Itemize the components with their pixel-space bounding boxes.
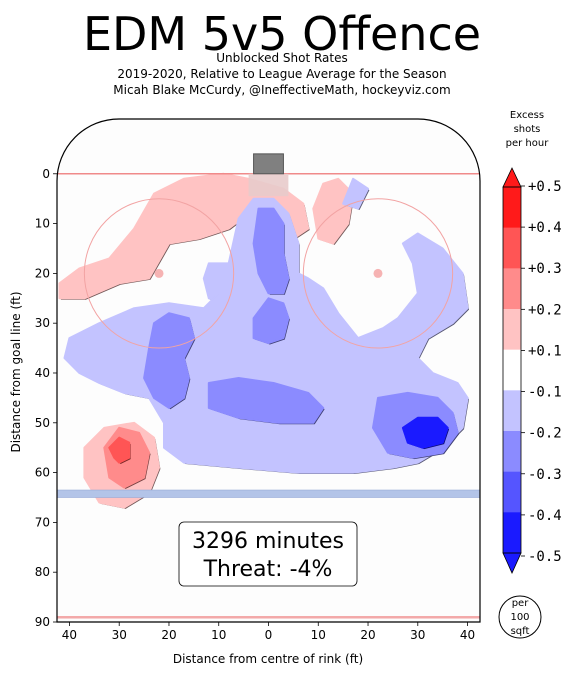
goal-net <box>253 153 284 175</box>
colorbar: Excess shots per hour +0.5+0.4+0.3+0.2+0… <box>498 110 562 639</box>
colorbar-tick-label-8: -0.4 <box>528 508 562 524</box>
shot-rate-regions <box>58 172 470 509</box>
region-8 <box>143 312 195 409</box>
colorbar-tick-label-5: -0.1 <box>528 385 562 401</box>
x-axis-ticks: 40 30 20 10 0 10 20 30 40 <box>62 622 475 642</box>
goal-crease <box>248 173 289 197</box>
colorbar-title-2: shots <box>514 124 541 135</box>
info-threat: Threat: -4% <box>203 557 333 582</box>
colorbar-band-6 <box>503 431 521 472</box>
colorbar-band-8 <box>503 512 521 554</box>
y-tick-label-9: 90 <box>35 615 50 629</box>
faceoff-circle-2 <box>302 198 454 349</box>
x-tick-label-7: 30 <box>410 628 425 642</box>
colorbar-band-2 <box>503 268 521 310</box>
unit-badge <box>498 595 542 639</box>
subtitle-line-1: Unblocked Shot Rates <box>216 51 347 65</box>
colorbar-tick-label-9: -0.5 <box>528 549 562 565</box>
subtitle-line-3: Micah Blake McCurdy, @IneffectiveMath, h… <box>113 83 450 97</box>
colorbar-band-7 <box>503 471 521 513</box>
x-tick-label-3: 10 <box>211 628 226 642</box>
center-line <box>57 616 480 619</box>
x-tick-label-1: 30 <box>112 628 127 642</box>
x-tick-label-5: 10 <box>311 628 326 642</box>
y-axis-ticks: 0 10 20 30 40 50 60 70 80 90 <box>35 167 57 629</box>
info-box: 3296 minutes Threat: -4% <box>178 521 358 587</box>
y-tick-label-4: 40 <box>35 366 50 380</box>
region-10 <box>252 297 290 345</box>
y-tick-label-3: 30 <box>35 316 50 330</box>
faceoff-dot-2 <box>373 268 383 278</box>
colorbar-tick-label-6: -0.2 <box>528 426 562 442</box>
faceoff-circle-1 <box>83 198 235 349</box>
x-tick-label-6: 20 <box>360 628 375 642</box>
rink-boards <box>56 118 481 623</box>
colorbar-bands <box>502 167 522 574</box>
colorbar-tick-label-4: +0.1 <box>528 343 562 359</box>
info-minutes: 3296 minutes <box>192 529 344 554</box>
y-tick-label-5: 50 <box>35 416 50 430</box>
region-11 <box>207 377 325 424</box>
colorbar-frame <box>502 186 522 554</box>
colorbar-band-5 <box>503 390 521 432</box>
x-tick-label-0: 40 <box>62 628 77 642</box>
rink-plot-area <box>56 118 481 623</box>
x-axis-label: Distance from centre of rink (ft) <box>173 652 363 666</box>
colorbar-band-3 <box>503 309 521 350</box>
colorbar-band-1 <box>503 227 521 269</box>
y-tick-label-7: 70 <box>35 515 50 529</box>
y-tick-label-8: 80 <box>35 565 50 579</box>
region-5 <box>342 177 369 210</box>
region-1 <box>312 177 355 245</box>
faceoff-dot-1 <box>154 268 164 278</box>
x-tick-label-2: 20 <box>161 628 176 642</box>
colorbar-tick-label-3: +0.2 <box>528 302 562 318</box>
colorbar-tick-label-1: +0.4 <box>528 220 562 236</box>
region-9 <box>252 207 290 295</box>
region-0 <box>58 172 310 300</box>
colorbar-title-1: Excess <box>510 110 544 121</box>
colorbar-band-0 <box>503 187 521 228</box>
y-tick-label-0: 0 <box>42 167 50 181</box>
y-tick-label-1: 10 <box>35 217 50 231</box>
colorbar-band-4 <box>503 349 521 391</box>
colorbar-tick-label-7: -0.3 <box>528 467 562 483</box>
colorbar-tick-label-2: +0.3 <box>528 261 562 277</box>
unit-line-3: sqft <box>511 626 530 637</box>
blue-line <box>57 489 480 498</box>
y-tick-label-2: 20 <box>35 266 50 280</box>
x-tick-label-8: 40 <box>460 628 475 642</box>
region-13 <box>401 416 449 449</box>
colorbar-max-arrow <box>502 167 522 188</box>
x-tick-label-4: 0 <box>265 628 273 642</box>
colorbar-tick-label-0: +0.5 <box>528 179 562 195</box>
colorbar-title-3: per hour <box>506 138 550 149</box>
unit-line-2: 100 <box>510 612 529 623</box>
subtitle-line-2: 2019-2020, Relative to League Average fo… <box>117 67 446 81</box>
y-tick-label-6: 60 <box>35 466 50 480</box>
unit-line-1: per <box>512 598 530 609</box>
region-4 <box>108 436 131 464</box>
chart-title: EDM 5v5 Offence <box>83 7 481 61</box>
colorbar-ticks: +0.5 +0.4 +0.3 +0.2 +0.1 -0.1 -0.2 -0.3 -0.4 -0.5 <box>521 179 562 565</box>
colorbar-min-arrow <box>502 552 522 574</box>
y-axis-label: Distance from goal line (ft) <box>9 291 23 452</box>
info-box-frame <box>178 521 358 587</box>
